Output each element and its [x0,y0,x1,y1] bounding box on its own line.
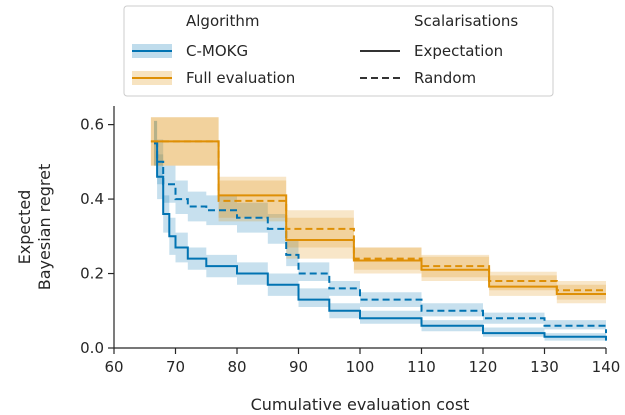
y-tick-label: 0.6 [80,116,104,134]
legend-label-full: Full evaluation [186,69,295,87]
band-cmokg-expectation [154,120,606,345]
line-full-expectation [150,140,606,295]
x-tick-label: 90 [289,358,308,376]
y-tick-label: 0.0 [80,339,104,357]
y-axis-title-line-1: Expected [15,190,34,265]
x-tick-label: 80 [227,358,246,376]
x-tick-label: 100 [346,358,375,376]
band-full-random [150,117,606,300]
legend-title-scalarisation: Scalarisations [414,12,518,30]
legend-box [123,5,554,97]
x-tick-label: 120 [469,358,498,376]
legend-label-random: Random [414,69,476,87]
y-axis-title-line-2: Bayesian regret [35,164,54,290]
line-cmokg-random [154,142,607,334]
y-tick-label: 0.4 [80,190,104,208]
x-tick-label: 60 [104,358,123,376]
line-full-random [150,140,606,292]
y-ticks: 0.0 0.2 0.4 0.6 [80,116,114,357]
x-tick-label: 140 [592,358,621,376]
x-tick-label: 130 [530,358,559,376]
confidence-bands [150,117,606,345]
band-full-expectation [150,117,606,304]
x-axis-title: Cumulative evaluation cost [251,395,470,414]
x-ticks: 60 70 80 90 100 110 120 130 140 [104,348,620,376]
x-tick-label: 70 [166,358,185,376]
y-tick-label: 0.2 [80,265,104,283]
x-tick-label: 110 [407,358,436,376]
legend-label-cmokg: C-MOKG [186,42,248,60]
line-cmokg-expectation [154,142,607,341]
legend-title-algorithm: Algorithm [186,12,259,30]
series-lines [150,140,607,341]
band-cmokg-random [154,120,606,337]
legend-label-expectation: Expectation [414,42,503,60]
